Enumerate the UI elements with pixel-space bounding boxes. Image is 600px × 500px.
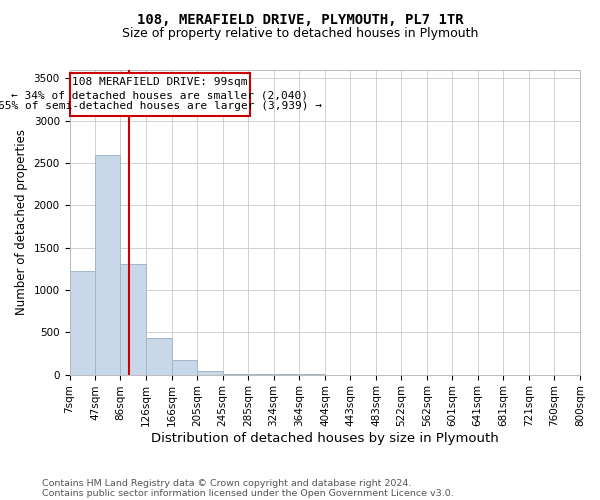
Text: Size of property relative to detached houses in Plymouth: Size of property relative to detached ho…	[122, 28, 478, 40]
Text: 108 MERAFIELD DRIVE: 99sqm: 108 MERAFIELD DRIVE: 99sqm	[72, 77, 248, 87]
Text: Contains HM Land Registry data © Crown copyright and database right 2024.: Contains HM Land Registry data © Crown c…	[42, 478, 412, 488]
FancyBboxPatch shape	[70, 72, 250, 116]
Bar	[197, 371, 223, 374]
Bar	[95, 156, 121, 374]
Bar	[146, 338, 172, 374]
X-axis label: Distribution of detached houses by size in Plymouth: Distribution of detached houses by size …	[151, 432, 499, 445]
Bar	[70, 272, 95, 374]
Bar	[172, 360, 197, 374]
Text: 108, MERAFIELD DRIVE, PLYMOUTH, PL7 1TR: 108, MERAFIELD DRIVE, PLYMOUTH, PL7 1TR	[137, 12, 463, 26]
Text: Contains public sector information licensed under the Open Government Licence v3: Contains public sector information licen…	[42, 488, 454, 498]
Text: ← 34% of detached houses are smaller (2,040): ← 34% of detached houses are smaller (2,…	[11, 90, 308, 101]
Bar	[121, 264, 146, 374]
Text: 65% of semi-detached houses are larger (3,939) →: 65% of semi-detached houses are larger (…	[0, 102, 322, 112]
Y-axis label: Number of detached properties: Number of detached properties	[15, 130, 28, 316]
